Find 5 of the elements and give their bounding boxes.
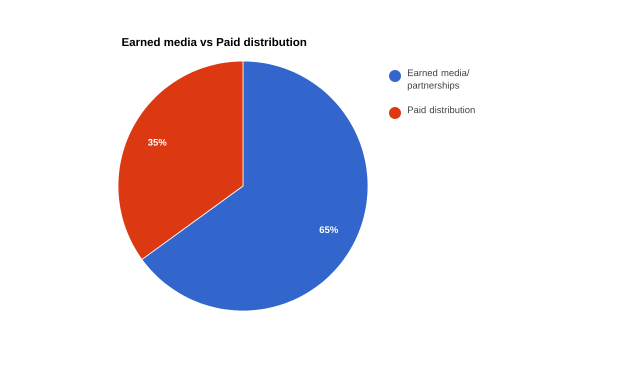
chart-title: Earned media vs Paid distribution: [122, 38, 306, 46]
legend-label: Earned media/partnerships: [408, 69, 470, 91]
data-label: 35%: [148, 138, 167, 146]
data-label: 65%: [320, 226, 338, 234]
legend-label: Paid distribution: [408, 106, 475, 114]
